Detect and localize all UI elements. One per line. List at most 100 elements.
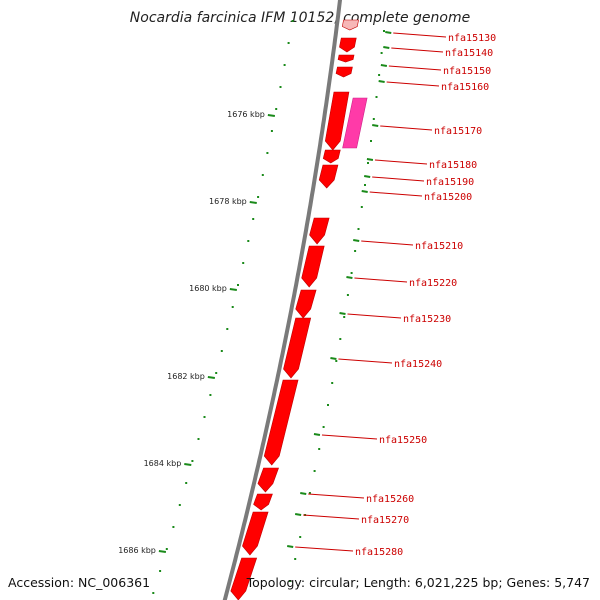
gene-arrow-highlight [342,97,368,149]
scale-dot [318,448,321,450]
scale-dot [152,592,155,594]
scale-label: 1684 kbp [144,459,182,468]
gene-arrow [263,379,299,466]
scale-dot [331,382,334,384]
label-leader [347,313,402,319]
label-leader [369,191,423,197]
scale-dot [220,350,223,352]
gene-label-nfa15210: nfa15210 [415,241,463,252]
gene-arrow [341,19,359,31]
accession-text: Accession: NC_006361 [8,575,151,590]
major-tick [267,114,276,117]
scale-dot [231,306,234,308]
scale-dot [226,328,229,330]
gene-arrow [324,91,350,151]
gene-label-nfa15230: nfa15230 [403,314,451,325]
gene-label-nfa15130: nfa15130 [448,33,496,44]
gene-label-nfa15150: nfa15150 [443,66,491,77]
scale-dot [343,316,346,318]
backbone-arc [222,0,343,600]
scale-dot [266,152,269,154]
gene-label-nfa15180: nfa15180 [429,160,477,171]
gene-tick [364,175,371,178]
gene-label-nfa15170: nfa15170 [434,126,482,137]
gene-tick [287,545,294,548]
gene-label-nfa15140: nfa15140 [445,48,493,59]
gene-label-nfa15240: nfa15240 [394,359,442,370]
topology-text: Topology: circular; Length: 6,021,225 bp… [246,575,590,590]
scale-label: 1686 kbp [118,546,156,555]
scale-dot [191,460,194,462]
gene-arrow [283,317,312,379]
gene-label-nfa15280: nfa15280 [355,547,403,558]
scale-dot [279,86,282,88]
major-tick [184,463,192,466]
scale-dot [378,74,381,76]
scale-dot [380,52,383,54]
label-leader [380,125,433,131]
gene-tick [294,513,302,516]
gene-arrow [339,37,357,53]
gene-label-nfa15190: nfa15190 [426,177,474,188]
scale-dot [354,250,357,252]
scale-dot [247,240,250,242]
scale-dot [357,228,360,230]
label-leader [354,277,408,283]
major-tick [229,288,237,291]
gene-arrow [295,289,317,319]
scale-dot [185,482,188,484]
gene-tick [339,312,346,315]
scale-dot [172,526,175,528]
gene-tick [330,357,337,360]
scale-dot [335,360,338,362]
scale-dot [242,262,245,264]
major-tick [207,376,215,379]
gene-arrow [301,245,325,288]
gene-tick [361,190,368,193]
scale-dot [287,42,290,44]
label-leader [386,81,440,87]
label-leader [338,358,393,364]
scale-dot [294,558,297,560]
scale-dot [275,108,278,110]
scale-label: 1682 kbp [167,372,205,381]
label-leader [372,176,425,182]
label-leader [374,159,428,165]
scale-dot [313,470,316,472]
label-leader [295,546,354,552]
gene-tick [383,46,390,49]
gene-arrow [242,511,269,556]
scale-dot [203,416,206,418]
scale-dot [346,294,349,296]
scale-dot [291,20,294,22]
gene-label-nfa15270: nfa15270 [361,515,409,526]
scale-dot [299,536,302,538]
scale-label: 1676 kbp [227,110,265,119]
scale-dot [165,548,168,550]
scale-dot [308,492,311,494]
scale-dot [197,438,200,440]
scale-dot [383,30,385,32]
gene-arrow [230,557,258,600]
scale-dot [327,404,329,406]
major-tick [158,550,167,553]
scale-dot [209,394,212,396]
scale-dot [257,196,260,198]
gene-tick [385,31,392,34]
label-leader [308,493,365,499]
scale-dot [283,64,286,66]
gene-tick [346,276,353,279]
scale-dot [375,96,378,98]
scale-dot [360,206,363,208]
gene-arrow [309,217,330,245]
scale-dot [159,570,162,572]
scale-dot [367,162,369,164]
gene-label-nfa15160: nfa15160 [441,82,489,93]
label-leader [303,514,360,520]
major-tick [249,201,257,204]
scale-label: 1680 kbp [189,284,227,293]
scale-dot [252,218,255,220]
map-title: Nocardia farcinica IFM 10152, complete g… [129,10,471,26]
